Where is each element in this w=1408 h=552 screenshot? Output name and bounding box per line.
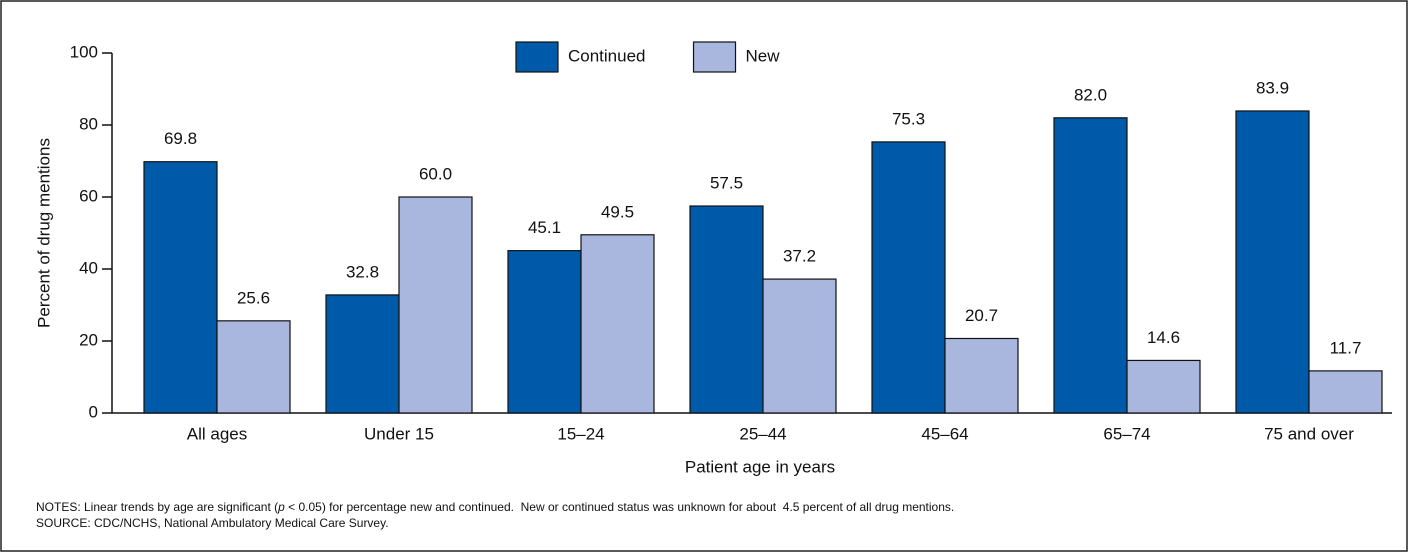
bar	[871, 141, 946, 414]
x-axis-label: Patient age in years	[685, 457, 835, 476]
data-label: 32.8	[346, 262, 379, 281]
data-label: 25.6	[237, 288, 270, 307]
data-label: 49.5	[601, 202, 634, 221]
data-label: 83.9	[1256, 78, 1289, 97]
y-tick-label: 100	[70, 42, 98, 61]
bar	[762, 278, 837, 414]
bar	[1308, 370, 1383, 414]
y-tick-label: 20	[79, 330, 98, 349]
notes: NOTES: Linear trends by age are signific…	[36, 500, 954, 514]
bar	[1053, 117, 1128, 414]
y-tick-label: 0	[89, 402, 98, 421]
x-tick-label: 25–44	[739, 424, 786, 443]
data-label: 57.5	[710, 173, 743, 192]
source: SOURCE: CDC/NCHS, National Ambulatory Me…	[36, 516, 389, 530]
x-tick-label: 45–64	[921, 424, 968, 443]
y-axis-label: Percent of drug mentions	[34, 138, 53, 328]
x-tick-label: 15–24	[557, 424, 604, 443]
legend-swatch	[515, 41, 559, 73]
x-tick-label: All ages	[187, 424, 247, 443]
bar	[325, 294, 400, 414]
x-tick-label: 65–74	[1103, 424, 1150, 443]
note-part: p	[277, 500, 285, 514]
y-tick-label: 60	[79, 186, 98, 205]
x-tick-label: Under 15	[364, 424, 434, 443]
data-label: 11.7	[1330, 338, 1362, 357]
bar	[216, 320, 291, 414]
bar	[944, 337, 1019, 414]
y-tick-label: 40	[79, 258, 98, 277]
data-label: 69.8	[164, 129, 197, 148]
data-label: 37.2	[783, 247, 816, 266]
x-tick-label: 75 and over	[1264, 424, 1354, 443]
bar	[1235, 110, 1310, 414]
data-label: 75.3	[892, 109, 925, 128]
legend-swatch	[692, 41, 737, 73]
bar	[507, 250, 582, 414]
y-tick-label: 80	[79, 114, 98, 133]
legend-label: New	[746, 46, 781, 65]
note-part: NOTES: Linear trends by age are signific…	[36, 500, 278, 514]
bar	[1126, 359, 1201, 414]
data-label: 45.1	[528, 218, 561, 237]
bar	[398, 196, 473, 414]
data-label: 60.0	[419, 164, 452, 183]
bar	[580, 234, 655, 414]
data-label: 20.7	[965, 306, 998, 325]
legend-label: Continued	[568, 46, 646, 65]
bar	[143, 161, 218, 414]
data-label: 14.6	[1147, 328, 1180, 347]
data-label: 82.0	[1074, 85, 1107, 104]
bar	[689, 205, 764, 414]
note-part: < 0.05) for percentage new and continued…	[285, 500, 954, 514]
